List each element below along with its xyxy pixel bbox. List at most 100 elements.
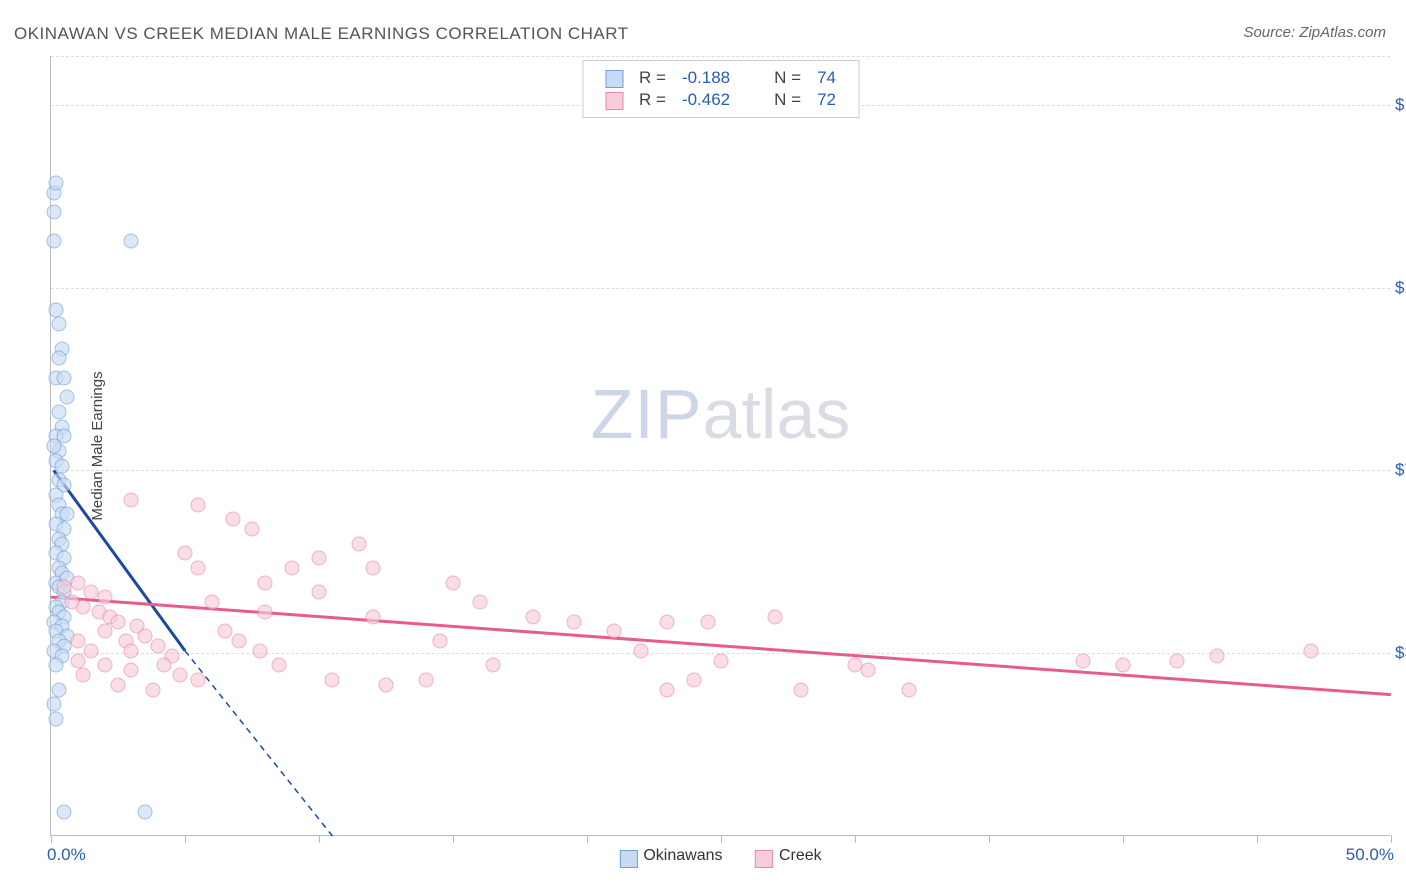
data-point	[97, 624, 112, 639]
data-point	[419, 673, 434, 688]
data-point	[49, 658, 64, 673]
data-point	[49, 175, 64, 190]
data-point	[70, 634, 85, 649]
r-value-okinawans: -0.188	[674, 67, 738, 89]
x-tick	[587, 835, 588, 843]
x-axis-max-label: 50.0%	[1346, 845, 1394, 865]
y-tick-label: $75,000	[1395, 460, 1406, 480]
data-point	[46, 697, 61, 712]
x-tick	[185, 835, 186, 843]
x-tick	[51, 835, 52, 843]
data-point	[432, 634, 447, 649]
data-point	[352, 536, 367, 551]
data-point	[901, 682, 916, 697]
data-point	[97, 658, 112, 673]
n-label: N =	[766, 67, 809, 89]
data-point	[57, 580, 72, 595]
data-point	[137, 804, 152, 819]
data-point	[70, 575, 85, 590]
data-point	[84, 643, 99, 658]
data-point	[124, 643, 139, 658]
data-point	[60, 507, 75, 522]
x-tick	[721, 835, 722, 843]
data-point	[1303, 643, 1318, 658]
data-point	[60, 390, 75, 405]
data-point	[258, 604, 273, 619]
data-point	[379, 677, 394, 692]
data-point	[172, 668, 187, 683]
data-point	[111, 614, 126, 629]
x-tick	[319, 835, 320, 843]
x-tick	[1257, 835, 1258, 843]
r-value-creek: -0.462	[674, 89, 738, 111]
data-point	[178, 546, 193, 561]
r-label: R =	[631, 67, 674, 89]
swatch-creek	[605, 92, 623, 110]
data-point	[446, 575, 461, 590]
data-point	[57, 370, 72, 385]
data-point	[700, 614, 715, 629]
data-point	[124, 492, 139, 507]
plot-area: Median Male Earnings ZIPatlas $37,500$75…	[50, 56, 1390, 836]
x-tick	[1391, 835, 1392, 843]
data-point	[861, 663, 876, 678]
legend-item-creek: Creek	[755, 847, 822, 864]
data-point	[46, 205, 61, 220]
data-point	[566, 614, 581, 629]
legend-item-okinawans: Okinawans	[619, 847, 727, 864]
data-point	[633, 643, 648, 658]
data-point	[1169, 653, 1184, 668]
data-point	[794, 682, 809, 697]
data-point	[1116, 658, 1131, 673]
data-point	[258, 575, 273, 590]
data-point	[76, 668, 91, 683]
data-point	[52, 682, 67, 697]
data-point	[204, 595, 219, 610]
data-point	[271, 658, 286, 673]
chart-title: OKINAWAN VS CREEK MEDIAN MALE EARNINGS C…	[14, 24, 629, 44]
data-point	[52, 317, 67, 332]
data-point	[97, 590, 112, 605]
legend-label-okinawans: Okinawans	[643, 847, 722, 864]
y-tick-label: $112,500	[1395, 278, 1406, 298]
x-tick	[989, 835, 990, 843]
data-point	[365, 609, 380, 624]
data-point	[111, 677, 126, 692]
data-point	[606, 624, 621, 639]
data-point	[714, 653, 729, 668]
trend-lines	[51, 56, 1390, 835]
data-point	[65, 595, 80, 610]
stats-row-okinawans: R = -0.188 N = 74	[597, 67, 844, 89]
data-point	[325, 673, 340, 688]
swatch-okinawans	[605, 70, 623, 88]
n-value-creek: 72	[809, 89, 844, 111]
data-point	[124, 663, 139, 678]
data-point	[472, 595, 487, 610]
x-tick	[453, 835, 454, 843]
data-point	[253, 643, 268, 658]
correlation-stats-box: R = -0.188 N = 74 R = -0.462 N = 72	[582, 60, 859, 118]
legend-swatch-okinawans	[619, 850, 637, 868]
data-point	[151, 638, 166, 653]
data-point	[54, 458, 69, 473]
data-point	[660, 614, 675, 629]
legend-label-creek: Creek	[779, 847, 822, 864]
data-point	[1209, 648, 1224, 663]
y-tick-label: $150,000	[1395, 95, 1406, 115]
data-point	[660, 682, 675, 697]
source-attribution: Source: ZipAtlas.com	[1243, 24, 1386, 41]
data-point	[1075, 653, 1090, 668]
n-value-okinawans: 74	[809, 67, 844, 89]
data-point	[49, 302, 64, 317]
data-point	[365, 560, 380, 575]
data-point	[49, 712, 64, 727]
stats-row-creek: R = -0.462 N = 72	[597, 89, 844, 111]
data-point	[156, 658, 171, 673]
r-label: R =	[631, 89, 674, 111]
data-point	[191, 560, 206, 575]
data-point	[687, 673, 702, 688]
data-point	[191, 673, 206, 688]
data-point	[245, 521, 260, 536]
legend-swatch-creek	[755, 850, 773, 868]
data-point	[231, 634, 246, 649]
